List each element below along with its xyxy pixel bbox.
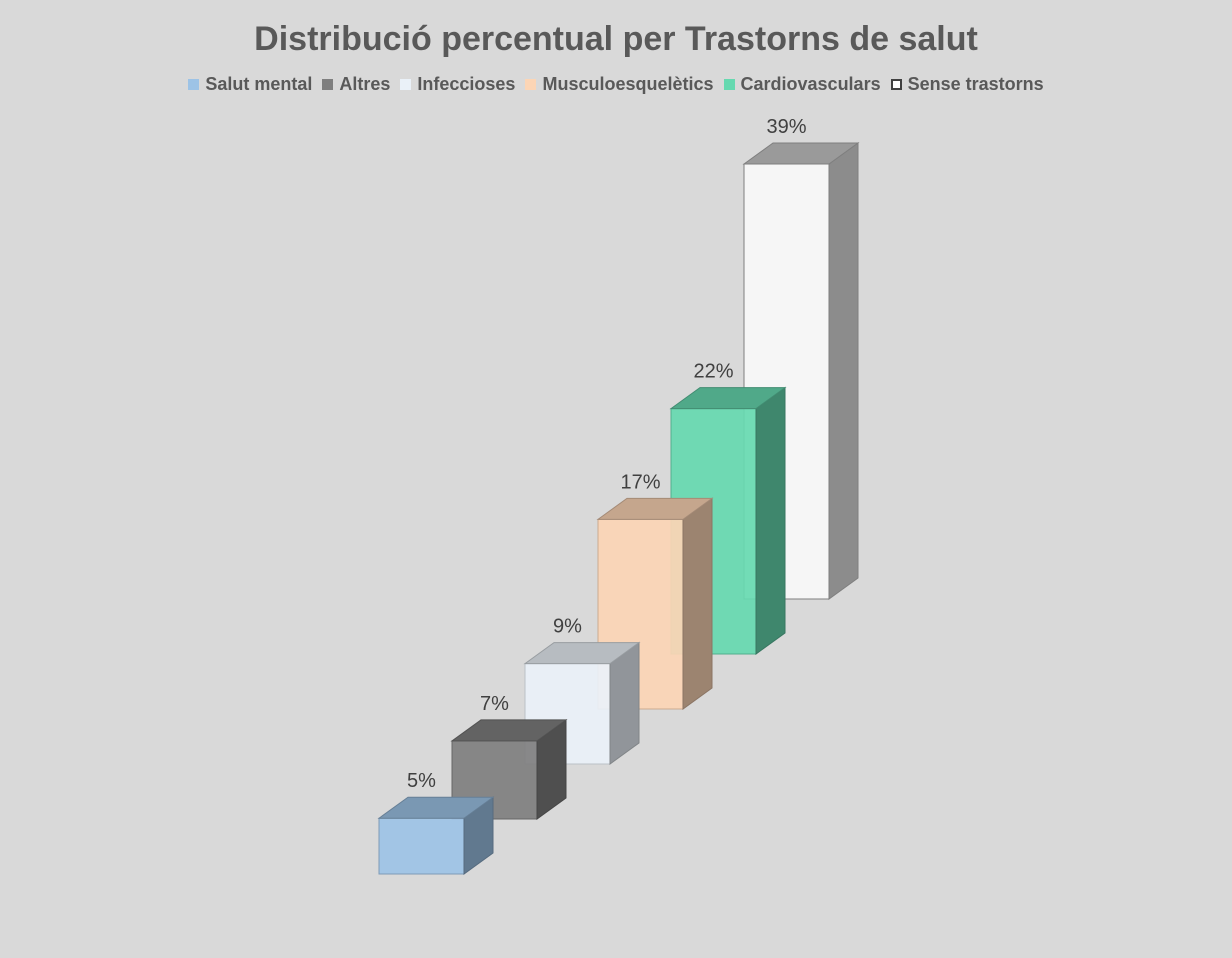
bar-top — [742, 142, 860, 165]
data-label: 22% — [693, 361, 733, 383]
legend-item-infeccioses: Infeccioses — [400, 74, 515, 95]
bar-top — [377, 796, 495, 819]
legend-label: Infeccioses — [417, 74, 516, 94]
legend-item-sense-trastorns: Sense trastorns — [890, 74, 1044, 95]
bar-altres: 7% — [450, 693, 568, 820]
legend-label: Sense trastorns — [907, 74, 1044, 94]
legend-label: Altres — [339, 74, 391, 94]
bar-top — [596, 497, 714, 520]
bar-front — [378, 817, 465, 875]
bar-top — [523, 642, 641, 665]
legend-item-altres: Altres — [322, 74, 390, 95]
bar-side — [828, 142, 859, 600]
legend-swatch — [188, 79, 200, 90]
bar-top — [450, 719, 568, 742]
data-label: 7% — [480, 693, 509, 715]
bar-sense-trastorns: 39% — [742, 116, 860, 600]
data-label: 39% — [766, 116, 806, 138]
bar-salut-mental: 5% — [377, 770, 495, 875]
chart-title: Distribució percentual per Trastorns de … — [254, 20, 978, 58]
bar-side — [682, 497, 713, 710]
bar-top — [669, 387, 787, 410]
legend-label: Cardiovasculars — [740, 74, 881, 94]
legend-item-cardiovasculars: Cardiovasculars — [723, 74, 881, 95]
legend-swatch — [890, 79, 902, 90]
legend-label: Salut mental — [205, 74, 313, 94]
data-label: 5% — [407, 770, 436, 792]
legend-swatch — [400, 79, 412, 90]
data-label: 17% — [620, 471, 660, 493]
legend-item-musculoesqueletics: Musculoesquelètics — [525, 74, 714, 95]
chart-legend: Salut mental Altres Infeccioses Musculoesqu… — [0, 74, 1232, 95]
legend-swatch — [525, 79, 537, 90]
bar-infeccioses: 9% — [523, 616, 641, 765]
legend-item-salut-mental: Salut mental — [188, 74, 312, 95]
legend-label: Musculoesquelètics — [542, 74, 714, 94]
legend-swatch — [322, 79, 334, 90]
data-label: 9% — [553, 616, 582, 638]
legend-swatch — [723, 79, 735, 90]
bar-side — [755, 386, 786, 655]
